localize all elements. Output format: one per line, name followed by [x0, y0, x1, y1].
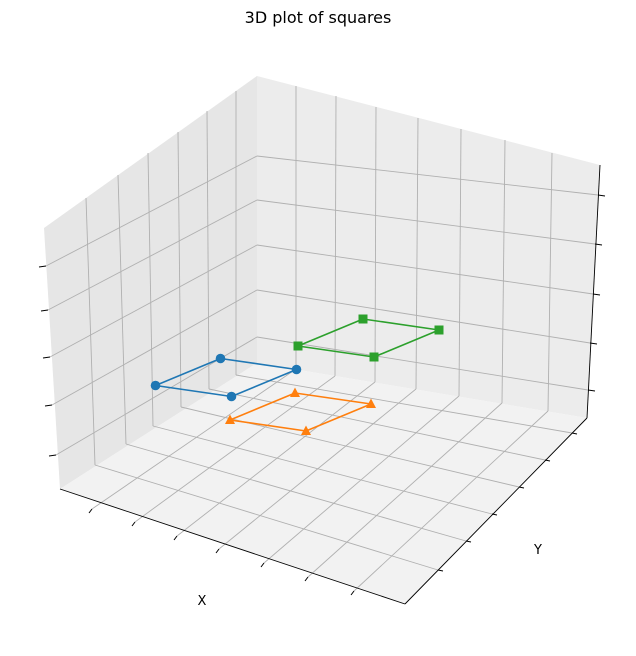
pane-floor [60, 363, 587, 604]
series-layer [150, 314, 444, 435]
series-3-point-1 [293, 341, 303, 351]
series-1-point-3 [291, 364, 302, 375]
chart-title: 3D plot of squares [245, 8, 392, 27]
series-3-point-2 [369, 352, 379, 362]
axis-lines [59, 164, 601, 605]
series-1-point-1 [150, 380, 161, 391]
z-axis-line [586, 164, 601, 419]
series-3-point-4 [358, 314, 368, 324]
series-2 [225, 387, 376, 435]
y-axis-line [404, 417, 588, 605]
y-axis-label: Y [533, 543, 542, 558]
series-1 [150, 353, 302, 402]
series-2-point-1 [225, 414, 235, 424]
x-axis-line [59, 488, 406, 605]
series-1-point-4 [215, 353, 226, 364]
series-3 [293, 314, 444, 362]
series-2-point-4 [290, 387, 300, 397]
axis-ticks [38, 194, 606, 596]
series-2-point-3 [366, 398, 376, 408]
x-axis-label: X [198, 594, 207, 609]
series-2-point-2 [301, 425, 311, 435]
series-1-point-2 [226, 391, 237, 402]
series-3-point-3 [434, 325, 444, 335]
pane-back [257, 76, 600, 418]
